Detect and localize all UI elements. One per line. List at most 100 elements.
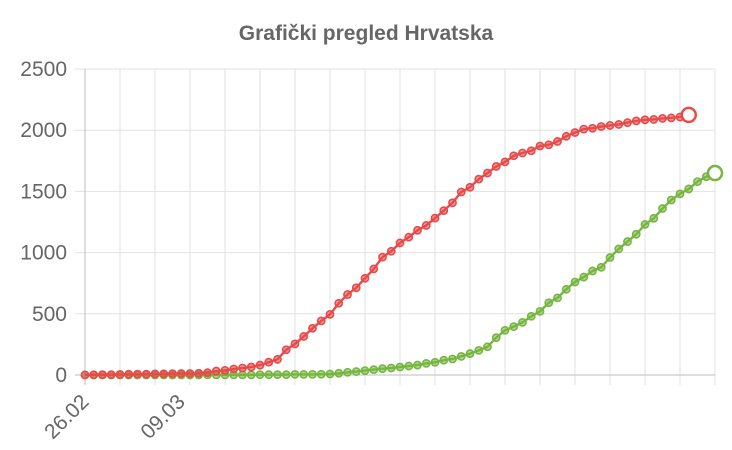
data-point[interactable] bbox=[631, 229, 641, 239]
data-point[interactable] bbox=[185, 369, 195, 378]
data-point[interactable] bbox=[430, 213, 440, 223]
data-point[interactable] bbox=[588, 123, 597, 133]
data-point[interactable] bbox=[631, 116, 641, 126]
data-point[interactable] bbox=[369, 365, 379, 375]
data-point[interactable] bbox=[465, 349, 475, 358]
data-point[interactable] bbox=[203, 368, 212, 378]
data-point[interactable] bbox=[194, 368, 204, 378]
data-point[interactable] bbox=[124, 369, 134, 379]
data-point[interactable] bbox=[386, 246, 396, 256]
data-point[interactable] bbox=[614, 244, 624, 254]
data-point[interactable] bbox=[343, 290, 352, 299]
data-point[interactable] bbox=[299, 369, 309, 379]
data-point[interactable] bbox=[141, 369, 151, 379]
data-point[interactable] bbox=[220, 365, 230, 375]
data-point[interactable] bbox=[89, 370, 99, 380]
data-point[interactable] bbox=[343, 367, 352, 377]
data-point[interactable] bbox=[456, 187, 466, 197]
data-point[interactable] bbox=[211, 366, 221, 376]
data-point[interactable] bbox=[509, 322, 519, 332]
data-point[interactable] bbox=[246, 370, 256, 380]
data-point[interactable] bbox=[605, 253, 615, 262]
data-point[interactable] bbox=[544, 298, 554, 308]
data-point[interactable] bbox=[264, 357, 274, 367]
data-point[interactable] bbox=[229, 364, 239, 374]
data-point[interactable] bbox=[448, 354, 457, 364]
data-point[interactable] bbox=[623, 118, 632, 128]
data-point[interactable] bbox=[290, 339, 300, 349]
data-point[interactable] bbox=[666, 195, 676, 205]
data-point[interactable] bbox=[465, 182, 475, 192]
data-point[interactable] bbox=[596, 122, 606, 131]
data-point[interactable] bbox=[448, 198, 457, 208]
data-point[interactable] bbox=[623, 237, 632, 246]
data-point[interactable] bbox=[308, 369, 317, 379]
data-point[interactable] bbox=[421, 358, 431, 368]
data-point[interactable] bbox=[509, 151, 519, 161]
data-point[interactable] bbox=[351, 367, 361, 376]
data-point[interactable] bbox=[518, 148, 527, 158]
data-point[interactable] bbox=[421, 221, 431, 230]
data-point[interactable] bbox=[325, 369, 335, 379]
data-point[interactable] bbox=[430, 357, 440, 367]
data-point[interactable] bbox=[159, 369, 169, 379]
data-point[interactable] bbox=[281, 345, 291, 355]
data-point[interactable] bbox=[570, 277, 580, 287]
data-point[interactable] bbox=[456, 351, 466, 361]
data-point[interactable] bbox=[561, 284, 571, 294]
data-point[interactable] bbox=[588, 266, 597, 276]
data-point[interactable] bbox=[649, 213, 659, 223]
data-point[interactable] bbox=[334, 368, 344, 378]
data-point[interactable] bbox=[378, 364, 387, 374]
data-point[interactable] bbox=[255, 370, 265, 380]
data-point[interactable] bbox=[526, 146, 536, 156]
data-point[interactable] bbox=[264, 370, 274, 380]
data-point[interactable] bbox=[570, 128, 580, 137]
data-point[interactable] bbox=[413, 360, 422, 370]
data-point[interactable] bbox=[518, 317, 527, 327]
data-point[interactable] bbox=[316, 316, 326, 326]
data-point[interactable] bbox=[80, 370, 90, 380]
data-point[interactable] bbox=[526, 311, 536, 321]
data-point[interactable] bbox=[351, 283, 361, 293]
data-point[interactable] bbox=[150, 369, 160, 379]
data-point[interactable] bbox=[360, 273, 370, 283]
data-point[interactable] bbox=[614, 120, 624, 129]
data-point[interactable] bbox=[500, 325, 510, 335]
data-point[interactable] bbox=[404, 361, 414, 371]
data-point[interactable] bbox=[649, 115, 659, 124]
data-point[interactable] bbox=[334, 298, 344, 308]
data-point[interactable] bbox=[404, 232, 414, 242]
data-point[interactable] bbox=[395, 238, 405, 248]
data-point[interactable] bbox=[378, 252, 387, 262]
data-point[interactable] bbox=[596, 262, 606, 272]
data-point[interactable] bbox=[299, 332, 309, 341]
data-point[interactable] bbox=[325, 310, 335, 319]
data-point[interactable] bbox=[168, 369, 177, 379]
data-point[interactable] bbox=[290, 369, 300, 379]
data-point[interactable] bbox=[491, 162, 501, 171]
data-point[interactable] bbox=[491, 333, 501, 343]
data-point[interactable] bbox=[439, 206, 449, 216]
data-point[interactable] bbox=[579, 272, 589, 282]
data-point[interactable] bbox=[579, 124, 589, 134]
data-point[interactable] bbox=[535, 306, 545, 316]
data-point[interactable] bbox=[316, 369, 326, 379]
data-point[interactable] bbox=[98, 370, 107, 380]
data-point[interactable] bbox=[386, 363, 396, 373]
data-point[interactable] bbox=[369, 264, 379, 274]
data-point[interactable] bbox=[666, 113, 676, 123]
data-point[interactable] bbox=[360, 366, 370, 375]
data-point[interactable] bbox=[308, 323, 317, 333]
data-point[interactable] bbox=[684, 184, 694, 194]
data-point[interactable] bbox=[605, 121, 615, 130]
data-point-last[interactable] bbox=[706, 164, 724, 182]
data-point[interactable] bbox=[693, 177, 702, 187]
data-point[interactable] bbox=[658, 114, 667, 123]
data-point[interactable] bbox=[439, 355, 449, 365]
data-point[interactable] bbox=[675, 189, 685, 199]
data-point[interactable] bbox=[544, 140, 554, 150]
data-point[interactable] bbox=[238, 363, 247, 373]
data-point[interactable] bbox=[413, 225, 422, 235]
data-point[interactable] bbox=[483, 342, 492, 352]
